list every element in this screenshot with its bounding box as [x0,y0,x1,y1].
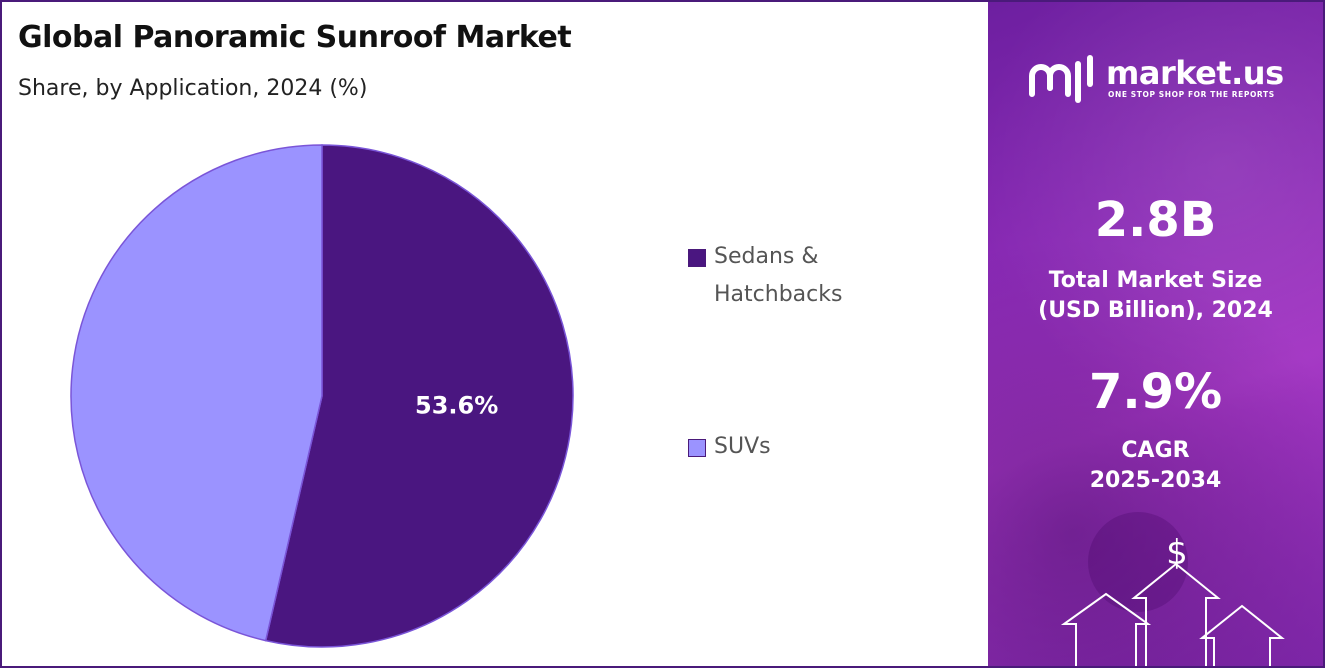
cagr-label-line: 2025-2034 [1089,468,1222,493]
legend-swatch [688,249,706,267]
brand-tagline: ONE STOP SHOP FOR THE REPORTS [1108,90,1275,99]
legend-label-line: SUVs [714,434,771,459]
cagr-label-line: CAGR [1121,438,1190,463]
coin-circle [1088,512,1188,612]
stats-sidebar: market.us ONE STOP SHOP FOR THE REPORTS … [988,2,1323,666]
chart-title: Global Panoramic Sunroof Market [18,20,572,55]
cagr-value: 7.9% [1088,364,1223,420]
growth-arrows-decoration: $ [1060,512,1285,666]
pie-data-label: 53.6% [415,391,498,419]
pie-slice-suvs [70,144,323,642]
pie-chart: 53.6% [70,144,574,648]
arrow-up-icon [1060,592,1152,666]
arrow-up-icon [1199,604,1285,666]
market-size-label-line: (USD Billion), 2024 [1038,298,1273,323]
market-us-logo-icon [1029,55,1093,103]
dollar-icon: $ [1166,533,1188,573]
brand-logo: market.us ONE STOP SHOP FOR THE REPORTS [1026,52,1296,112]
legend-label-line: Hatchbacks [714,282,843,307]
legend-swatch [688,439,706,457]
brand-name: market.us [1106,54,1284,92]
market-size-value: 2.8B [1094,192,1217,248]
arrow-up-icon [1131,562,1221,666]
sidebar-background-overlay [988,2,1323,666]
market-size-label-line: Total Market Size [1048,268,1263,293]
pie-slice-sedans-hatchbacks [264,144,574,648]
legend-item-sedans-hatchbacks: Sedans & Hatchbacks [688,238,928,314]
legend-item-suvs: SUVs [688,428,928,466]
legend-label-line: Sedans & [714,244,819,269]
chart-subtitle: Share, by Application, 2024 (%) [18,76,368,101]
